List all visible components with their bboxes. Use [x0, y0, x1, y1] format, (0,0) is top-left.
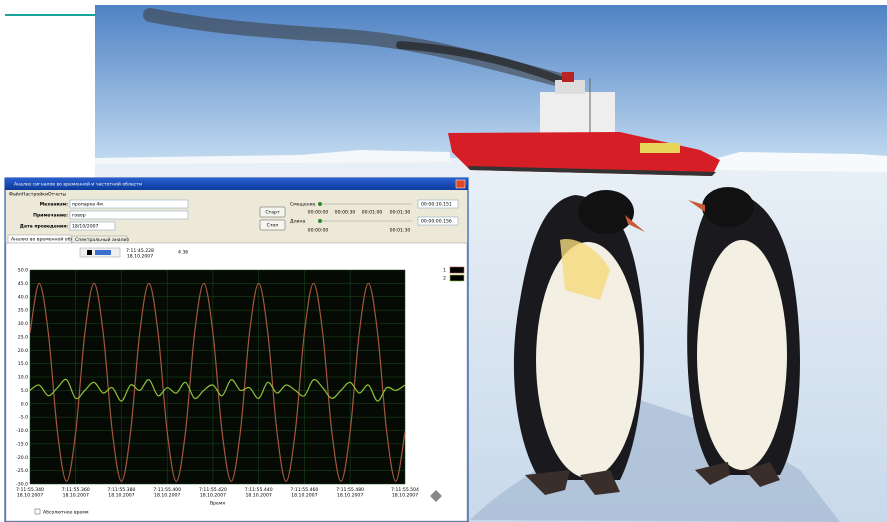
y-tick-label: -5.0: [19, 415, 28, 421]
y-tick-label: 0.0: [21, 401, 28, 407]
tab-label: Спектральный анализ: [75, 236, 129, 243]
y-tick-label: 35.0: [18, 308, 28, 314]
slider-tick: 00:00:00: [308, 228, 329, 234]
slider-tick: 00:01:30: [390, 228, 411, 234]
page: Анализ сигналов во временной и частотной…: [0, 0, 887, 522]
time-value: 00:00:10.151: [421, 202, 452, 208]
cursor-value: 4.36: [178, 250, 188, 256]
close-button[interactable]: [456, 180, 465, 188]
y-tick-label: 15.0: [18, 361, 28, 367]
window-title: Анализ сигналов во временной и частотной…: [14, 181, 142, 188]
scene: Анализ сигналов во временной и частотной…: [0, 0, 887, 522]
menu-item[interactable]: Отчеты: [48, 192, 67, 198]
field-box[interactable]: [70, 211, 188, 219]
y-tick-label: 20.0: [18, 348, 28, 354]
slider-label: Длина: [290, 219, 306, 225]
field-value: говор: [72, 214, 86, 219]
y-tick-label: 45.0: [18, 281, 28, 287]
y-tick-label: 50.0: [18, 268, 28, 274]
checkbox-label: Абсолютное время: [43, 510, 89, 516]
field-label: Примечание:: [33, 213, 68, 219]
legend-label: 2: [443, 276, 446, 282]
y-tick-label: 5.0: [21, 388, 28, 394]
slider-tick: 00:01:00: [362, 210, 383, 216]
menu-item[interactable]: Настройки: [22, 191, 48, 198]
y-tick-label: 25.0: [18, 334, 28, 340]
y-tick-label: 40.0: [18, 294, 28, 300]
x-axis-title: Время: [210, 501, 225, 507]
y-tick-label: -25.0: [16, 468, 28, 474]
checkbox[interactable]: [35, 509, 40, 514]
menu-item[interactable]: Файл: [9, 191, 22, 198]
slider-thumb[interactable]: [318, 202, 322, 206]
button-label: Старт: [265, 210, 280, 216]
slider-thumb[interactable]: [318, 219, 322, 223]
field-value: 18/10/2007: [72, 224, 99, 230]
y-tick-label: -15.0: [16, 441, 28, 447]
legend-label: 1: [443, 268, 446, 274]
slider-tick: 00:00:00: [308, 210, 329, 216]
y-tick-label: 10.0: [18, 375, 28, 381]
legend-swatch: [450, 275, 464, 281]
field-label: Механизм:: [40, 202, 69, 208]
legend-swatch: [450, 267, 464, 273]
slider-tick: 00:01:30: [390, 210, 411, 216]
field-value: пропарка 4м: [72, 202, 103, 208]
y-tick-label: 30.0: [18, 321, 28, 327]
y-tick-label: -20.0: [16, 455, 28, 461]
slider-label: Смещение: [290, 202, 316, 208]
app-window: Анализ сигналов во временной и частотной…: [5, 178, 468, 522]
time-value: 00:00:00.156: [421, 219, 452, 225]
slider-tick: 00:00:30: [335, 210, 356, 216]
y-tick-label: -10.0: [16, 428, 28, 434]
field-label: Дата проведения:: [20, 224, 68, 230]
button-label: Стоп: [267, 223, 279, 229]
